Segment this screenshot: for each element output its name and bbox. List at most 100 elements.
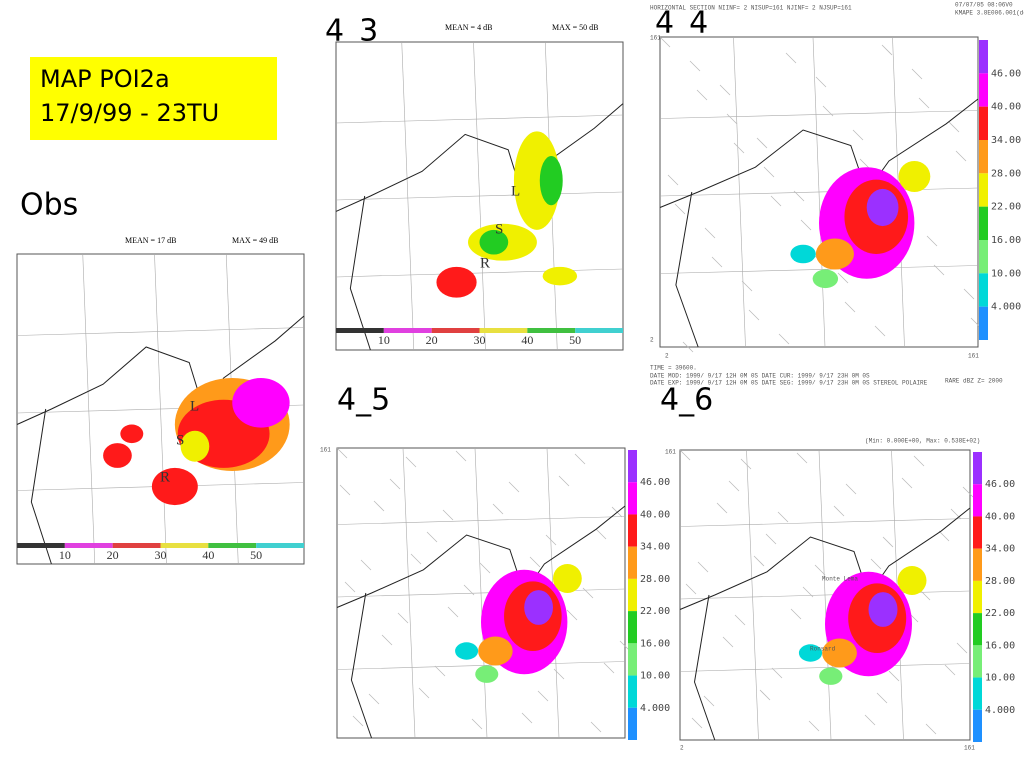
colorbar-segment bbox=[973, 484, 982, 517]
relief-hatch bbox=[508, 481, 520, 493]
colorbar-label: 40 bbox=[202, 548, 214, 562]
relief-hatch bbox=[373, 500, 385, 512]
relief-hatch bbox=[339, 484, 351, 496]
relief-hatch bbox=[418, 687, 430, 699]
relief-hatch bbox=[574, 453, 586, 465]
colorbar-segment bbox=[64, 543, 113, 548]
colorbar-segment bbox=[979, 40, 988, 74]
relief-hatch bbox=[763, 166, 775, 178]
relief-hatch bbox=[711, 256, 723, 268]
border bbox=[335, 103, 624, 212]
relief-hatch bbox=[352, 715, 364, 727]
relief-hatch bbox=[874, 325, 886, 337]
colorbar-label: 20 bbox=[426, 333, 438, 347]
relief-hatch bbox=[911, 68, 923, 80]
footer-text: RARE dBZ Z= 2000 bbox=[945, 378, 1003, 385]
radar-echo bbox=[513, 131, 560, 230]
border bbox=[679, 507, 971, 610]
relief-hatch bbox=[802, 586, 814, 598]
map-letter: R bbox=[160, 469, 170, 485]
colorbar-label: 50 bbox=[250, 548, 262, 562]
colorbar-segment bbox=[336, 328, 384, 333]
relief-hatch bbox=[956, 642, 968, 654]
colorbar-label: 10.00 bbox=[991, 268, 1021, 279]
relief-hatch bbox=[837, 272, 849, 284]
colorbar-segment bbox=[256, 543, 304, 548]
colorbar-label: 22.00 bbox=[640, 606, 670, 617]
colorbar-label: 20 bbox=[107, 548, 119, 562]
relief-hatch bbox=[381, 634, 393, 646]
colorbar-label: 46.00 bbox=[985, 479, 1015, 490]
map bbox=[335, 41, 624, 351]
relief-hatch bbox=[703, 695, 715, 707]
relief-hatch bbox=[447, 606, 459, 618]
relief-hatch bbox=[864, 714, 876, 726]
meridian bbox=[733, 36, 746, 348]
colorbar-label: 28.00 bbox=[991, 168, 1021, 179]
relief-hatch bbox=[434, 665, 446, 677]
relief-hatch bbox=[962, 486, 974, 498]
meridian bbox=[746, 449, 759, 741]
relief-hatch bbox=[876, 692, 888, 704]
colorbar-segment bbox=[973, 516, 982, 549]
meridian bbox=[401, 41, 415, 351]
colorbar-label: 4.000 bbox=[991, 302, 1021, 313]
radar-echo bbox=[524, 590, 553, 625]
meridian bbox=[82, 253, 96, 565]
colorbar-label: 10 bbox=[59, 548, 71, 562]
colorbar-label: 40.00 bbox=[985, 511, 1015, 522]
corner-index: 161 bbox=[968, 353, 979, 360]
colorbar-label: 28.00 bbox=[985, 576, 1015, 587]
relief-hatch bbox=[689, 60, 701, 72]
relief-hatch bbox=[697, 561, 709, 573]
border bbox=[336, 505, 626, 608]
relief-hatch bbox=[771, 667, 783, 679]
map-letter: L bbox=[511, 183, 520, 199]
border bbox=[350, 592, 373, 739]
relief-hatch bbox=[455, 450, 467, 462]
panel-label: 4_5 bbox=[337, 383, 390, 418]
relief-hatch bbox=[471, 718, 483, 730]
relief-hatch bbox=[870, 558, 882, 570]
relief-hatch bbox=[815, 76, 827, 88]
relief-hatch bbox=[770, 195, 782, 207]
parallel bbox=[336, 516, 626, 525]
relief-hatch bbox=[521, 712, 533, 724]
relief-hatch bbox=[790, 608, 802, 620]
colorbar-segment bbox=[973, 613, 982, 646]
parallel bbox=[659, 110, 979, 119]
relief-hatch bbox=[719, 84, 731, 96]
relief-hatch bbox=[741, 280, 753, 292]
relief-hatch bbox=[814, 564, 826, 576]
relief-hatch bbox=[852, 129, 864, 141]
radar-echo bbox=[897, 566, 927, 595]
radar-echo bbox=[898, 161, 931, 192]
parallel bbox=[659, 187, 979, 197]
radar-echo bbox=[790, 244, 816, 264]
relief-hatch bbox=[753, 555, 765, 567]
colorbar-label: 34.00 bbox=[991, 135, 1021, 146]
radar-echo bbox=[542, 266, 578, 286]
colorbar-label: 22.00 bbox=[985, 608, 1015, 619]
colorbar-segment bbox=[973, 709, 982, 742]
relief-hatch bbox=[950, 508, 962, 520]
relief-hatch bbox=[833, 505, 845, 517]
title-box bbox=[30, 57, 277, 140]
relief-hatch bbox=[756, 137, 768, 149]
radar-echo bbox=[798, 644, 823, 662]
radar-echo bbox=[103, 443, 132, 468]
stat-max: MAX = 50 dB bbox=[552, 23, 599, 32]
colorbar-segment bbox=[628, 611, 637, 644]
radar-echo bbox=[436, 266, 477, 298]
colorbar-segment bbox=[973, 645, 982, 678]
colorbar-label: 46.00 bbox=[991, 68, 1021, 79]
colorbar-label: 16.00 bbox=[640, 638, 670, 649]
meridian bbox=[402, 447, 416, 739]
relief-hatch bbox=[492, 503, 504, 515]
relief-hatch bbox=[590, 721, 602, 733]
relief-hatch bbox=[919, 589, 931, 601]
relief-hatch bbox=[925, 723, 937, 735]
panel-label: 4_4 bbox=[655, 6, 708, 41]
radar-echo bbox=[819, 667, 843, 685]
